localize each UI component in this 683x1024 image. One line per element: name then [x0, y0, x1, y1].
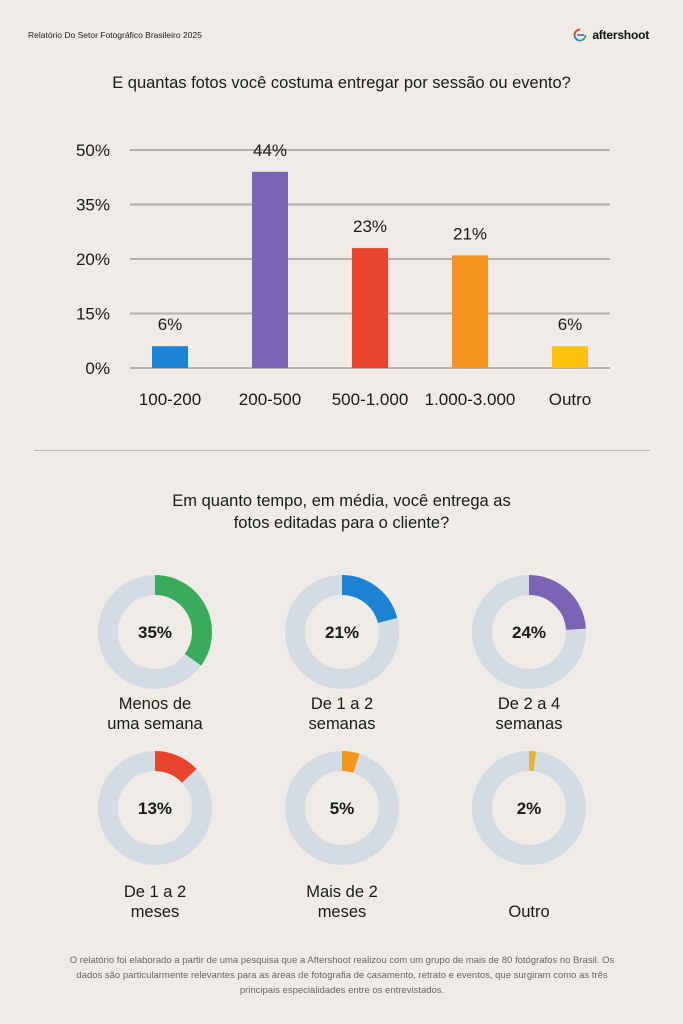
donut-slice: [285, 575, 399, 689]
donut-slice: [98, 751, 212, 865]
donut-category-label-line: meses: [317, 903, 367, 921]
bar: [152, 346, 188, 368]
donut-chart: 2%: [472, 751, 586, 865]
bar-value-label: 44%: [253, 141, 287, 160]
donut-value-label: 13%: [138, 799, 172, 818]
x-category-label: 1.000-3.000: [425, 390, 516, 409]
donut-value-label: 24%: [512, 623, 546, 642]
donut-question-line2: fotos editadas para o cliente?: [233, 514, 450, 532]
donut-category-label-line: semanas: [308, 715, 376, 733]
donut-section-question: Em quanto tempo, em média, você entrega …: [0, 490, 683, 534]
brand-name: aftershoot: [592, 28, 649, 42]
section-divider: [34, 450, 650, 451]
aftershoot-logo-icon: [573, 28, 587, 42]
donut-value-label: 21%: [325, 623, 359, 642]
donut-category-label: Menos de uma semana: [75, 694, 235, 734]
donut-category-label-line: De 1 a 2: [123, 883, 187, 901]
donut-category-label-line: uma semana: [107, 715, 203, 733]
donut-category-label-line: De 1 a 2: [310, 695, 374, 713]
footnote-line3: principais especialidades entre os entre…: [239, 985, 445, 996]
bar: [452, 255, 488, 368]
footnote-line2: dados são particularmente relevantes par…: [76, 970, 608, 981]
bar: [352, 248, 388, 368]
bar-value-label: 6%: [558, 315, 583, 334]
donut-slice: [98, 575, 212, 689]
donut-slice: [472, 575, 586, 689]
donut-category-label: Mais de 2 meses: [262, 882, 422, 922]
donut-slice: [472, 751, 586, 865]
bar-value-label: 23%: [353, 217, 387, 236]
donut-category-label-line: semanas: [495, 715, 563, 733]
y-tick-label: 20%: [76, 250, 110, 269]
y-tick-label: 0%: [85, 359, 110, 378]
donut-chart: 24%: [472, 575, 586, 689]
y-tick-label: 15%: [76, 305, 110, 324]
donut-slice: [285, 751, 399, 865]
bar: [252, 171, 288, 368]
donut-chart: 5%: [285, 751, 399, 865]
donut-chart: 21%: [285, 575, 399, 689]
x-category-label: 100-200: [139, 390, 201, 409]
donut-category-label: De 1 a 2 semanas: [262, 694, 422, 734]
footnote: O relatório foi elaborado a partir de um…: [38, 953, 646, 998]
x-category-label: 500-1.000: [332, 390, 409, 409]
bar-chart-question: E quantas fotos você costuma entregar po…: [112, 74, 571, 92]
bar-chart: 0% 15% 20% 35% 50% 6% 100-200 44% 200-500 23% 500-…: [76, 141, 610, 409]
bar-value-label: 21%: [453, 224, 487, 243]
donut-category-label: De 1 a 2 meses: [75, 882, 235, 922]
donut-value-label: 5%: [330, 799, 355, 818]
donut-value-label: 2%: [517, 799, 542, 818]
donut-category-label-line: De 2 a 4: [497, 695, 561, 713]
x-category-label: 200-500: [239, 390, 301, 409]
y-tick-label: 35%: [76, 196, 110, 215]
bar: [552, 346, 588, 368]
y-tick-label: 50%: [76, 141, 110, 160]
donut-chart: 13%: [98, 751, 212, 865]
bar-value-label: 6%: [158, 315, 183, 334]
donut-category-label-line: meses: [130, 903, 180, 921]
brand-logo: aftershoot: [573, 28, 649, 42]
donut-chart: 35%: [98, 575, 212, 689]
donut-category-label: Outro: [449, 902, 609, 922]
donut-category-label: De 2 a 4 semanas: [449, 694, 609, 734]
donut-value-label: 35%: [138, 623, 172, 642]
donut-category-label-line: Outro: [508, 903, 550, 921]
footnote-line1: O relatório foi elaborado a partir de um…: [69, 955, 615, 966]
donut-category-label-line: Mais de 2: [306, 883, 378, 901]
donut-question-line1: Em quanto tempo, em média, você entrega …: [172, 492, 511, 510]
x-category-label: Outro: [549, 390, 592, 409]
report-title: Relatório Do Setor Fotográfico Brasileir…: [28, 30, 202, 40]
donut-category-label-line: Menos de: [118, 695, 192, 713]
